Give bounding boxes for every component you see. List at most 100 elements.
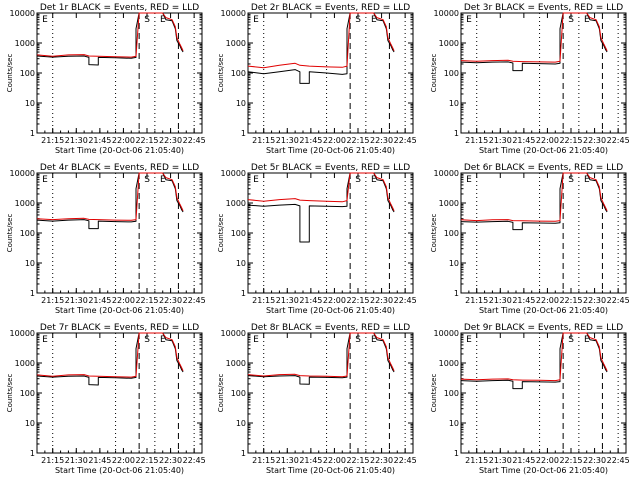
x-axis-label: Start Time (20-Oct-06 21:05:40) [266, 466, 395, 475]
event-marker: E [371, 175, 377, 185]
y-tick-label: 10 [236, 259, 246, 268]
event-marker: S [144, 175, 150, 185]
x-tick-label: 22:15 [135, 136, 158, 145]
event-marker: E [584, 335, 590, 345]
event-marker: E [42, 15, 48, 25]
lld-series-line [36, 332, 184, 378]
y-tick-label: 10000 [10, 169, 35, 178]
x-tick-label: 22:00 [536, 456, 559, 465]
y-tick-label: 100 [20, 69, 35, 78]
plot-title: Det 6r BLACK = Events, RED = LLD [464, 163, 623, 173]
event-marker: E [160, 15, 166, 25]
y-axis-label: Counts/sec [6, 214, 14, 253]
y-axis-label: Counts/sec [217, 54, 225, 93]
y-tick-label: 10 [449, 259, 459, 268]
plot-frame [36, 332, 203, 454]
x-tick-label: 22:00 [323, 296, 346, 305]
x-tick-label: 22:45 [394, 296, 417, 305]
event-marker: S [568, 15, 574, 25]
x-tick-label: 21:30 [65, 456, 88, 465]
y-axis-label: Counts/sec [217, 214, 225, 253]
x-tick-label: 21:45 [299, 136, 322, 145]
event-marker: E [584, 175, 590, 185]
x-tick-label: 22:30 [370, 296, 393, 305]
y-axis-label: Counts/sec [6, 374, 14, 413]
y-tick-label: 1000 [226, 39, 246, 48]
x-tick-label: 22:15 [135, 456, 158, 465]
detector-plot-6: Det 6r BLACK = Events, RED = LLD 1 10 100 10… [430, 163, 630, 315]
event-marker: E [160, 175, 166, 185]
x-tick-label: 22:45 [183, 296, 206, 305]
x-tick-label: 21:15 [41, 136, 64, 145]
detector-plot-4: Det 4r BLACK = Events, RED = LLD 1 10 100 10… [6, 163, 206, 315]
x-tick-label: 22:45 [607, 456, 630, 465]
plot-title: Det 8r BLACK = Events, RED = LLD [251, 323, 410, 333]
x-tick-label: 22:00 [536, 296, 559, 305]
x-tick-label: 22:00 [323, 136, 346, 145]
event-marker: E [371, 335, 377, 345]
y-tick-label: 1000 [15, 199, 35, 208]
x-tick-label: 22:15 [135, 296, 158, 305]
x-axis-label: Start Time (20-Oct-06 21:05:40) [55, 146, 184, 155]
y-tick-label: 1000 [226, 199, 246, 208]
x-axis-label: Start Time (20-Oct-06 21:05:40) [479, 466, 608, 475]
event-marker: S [144, 15, 150, 25]
x-tick-label: 21:15 [41, 456, 64, 465]
x-tick-label: 22:00 [112, 296, 135, 305]
y-tick-label: 10 [449, 99, 459, 108]
y-axis-label: Counts/sec [217, 374, 225, 413]
event-marker: S [568, 335, 574, 345]
detector-plot-3: Det 3r BLACK = Events, RED = LLD 1 10 100 10… [430, 3, 630, 155]
x-tick-label: 21:45 [88, 456, 111, 465]
y-tick-label: 10000 [221, 169, 246, 178]
x-tick-label: 21:45 [299, 456, 322, 465]
x-tick-label: 21:15 [41, 296, 64, 305]
plot-frame [36, 12, 203, 134]
x-tick-label: 21:30 [276, 296, 299, 305]
x-tick-label: 22:30 [583, 296, 606, 305]
y-tick-label: 1 [454, 289, 459, 298]
x-tick-label: 22:45 [183, 136, 206, 145]
x-tick-label: 22:00 [112, 136, 135, 145]
y-tick-label: 100 [444, 229, 459, 238]
x-tick-label: 21:15 [465, 136, 488, 145]
x-tick-label: 21:45 [88, 136, 111, 145]
detector-plot-2: Det 2r BLACK = Events, RED = LLD 1 10 100 10… [217, 3, 417, 155]
x-tick-label: 22:15 [559, 296, 582, 305]
x-tick-label: 22:30 [370, 456, 393, 465]
event-marker: E [42, 335, 48, 345]
detector-plot-7: Det 7r BLACK = Events, RED = LLD 1 10 100 10… [6, 323, 206, 475]
y-tick-label: 10000 [221, 329, 246, 338]
detector-plot-9: Det 9r BLACK = Events, RED = LLD 1 10 100 10… [430, 323, 630, 475]
y-tick-label: 100 [444, 69, 459, 78]
plot-frame [247, 332, 414, 454]
x-tick-label: 21:45 [88, 296, 111, 305]
y-tick-label: 1 [454, 129, 459, 138]
x-tick-label: 21:45 [299, 296, 322, 305]
y-tick-label: 100 [444, 389, 459, 398]
y-tick-label: 100 [231, 69, 246, 78]
event-marker: E [466, 15, 472, 25]
x-tick-label: 22:30 [159, 296, 182, 305]
x-tick-label: 21:30 [276, 136, 299, 145]
x-axis-label: Start Time (20-Oct-06 21:05:40) [479, 146, 608, 155]
x-tick-label: 21:15 [465, 296, 488, 305]
detector-plot-1: Det 1r BLACK = Events, RED = LLD 1 10 100 10… [6, 3, 206, 155]
x-tick-label: 21:15 [252, 136, 275, 145]
event-marker: S [355, 335, 361, 345]
plot-title: Det 7r BLACK = Events, RED = LLD [40, 323, 199, 333]
plot-frame [36, 172, 203, 294]
x-tick-label: 22:45 [394, 136, 417, 145]
y-tick-label: 1 [30, 129, 35, 138]
y-tick-label: 1000 [439, 199, 459, 208]
y-tick-label: 1000 [15, 359, 35, 368]
y-tick-label: 1 [30, 289, 35, 298]
event-marker: S [144, 335, 150, 345]
detector-plot-5: Det 5r BLACK = Events, RED = LLD 1 10 100 10… [217, 163, 417, 315]
x-tick-label: 21:30 [489, 456, 512, 465]
x-tick-label: 21:15 [252, 296, 275, 305]
y-tick-label: 10000 [434, 169, 459, 178]
y-tick-label: 1 [30, 449, 35, 458]
